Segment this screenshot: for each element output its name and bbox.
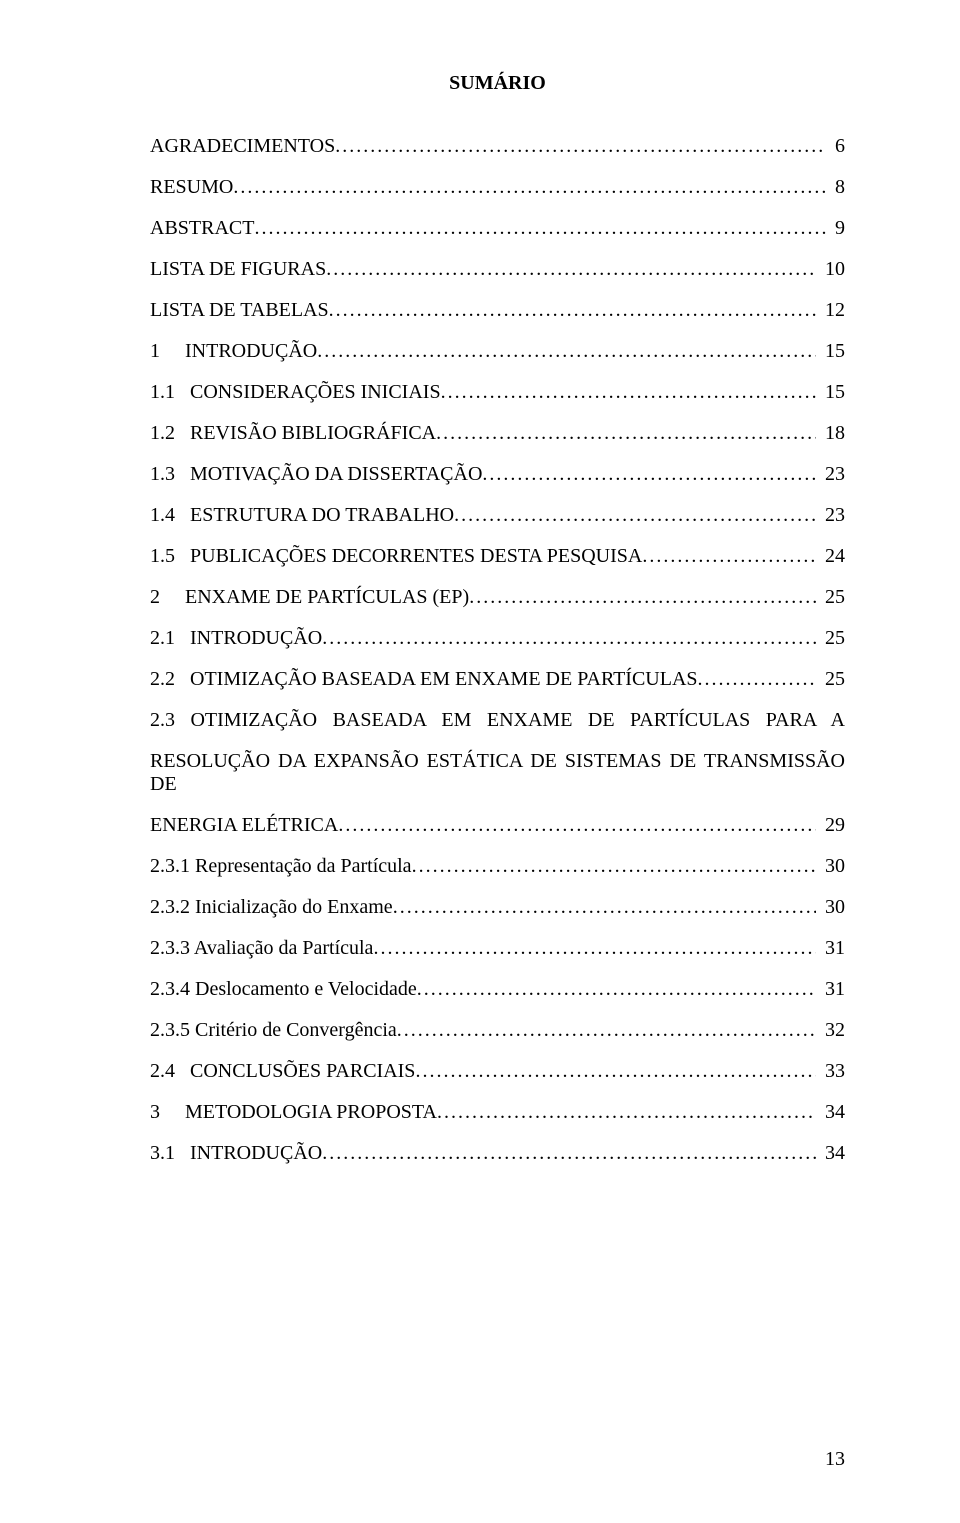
- toc-leader-dots: ........................................…: [436, 422, 816, 445]
- toc-entry-label: 1.5 PUBLICAÇÕES DECORRENTES DESTA PESQUI…: [150, 545, 642, 568]
- toc-entry-page: 33: [816, 1060, 845, 1083]
- toc-leader-dots: ........................................…: [335, 135, 826, 158]
- toc-entry-label: 2.1 INTRODUÇÃO: [150, 627, 322, 650]
- toc-entry: 2.4 CONCLUSÕES PARCIAIS.................…: [150, 1060, 845, 1083]
- toc-entry: RESUMO..................................…: [150, 176, 845, 199]
- toc-entry-page: 18: [816, 422, 845, 445]
- toc-entry: 1 INTRODUÇÃO............................…: [150, 340, 845, 363]
- toc-leader-dots: ........................................…: [338, 814, 816, 837]
- toc-leader-dots: ........................................…: [397, 1019, 816, 1042]
- toc-entry-page: 25: [816, 627, 845, 650]
- toc-entry-page: 34: [816, 1142, 845, 1165]
- toc-entry-page: 15: [816, 340, 845, 363]
- toc-entry: 3.1 INTRODUÇÃO..........................…: [150, 1142, 845, 1165]
- toc-leader-dots: ........................................…: [417, 978, 816, 1001]
- toc-entry: 2.3.3 Avaliação da Partícula............…: [150, 937, 845, 960]
- toc-entry-page: 31: [816, 978, 845, 1001]
- toc-leader-dots: ........................................…: [393, 896, 816, 919]
- toc-entry-page: 30: [816, 896, 845, 919]
- toc-entry-page: 30: [816, 855, 845, 878]
- toc-entry: ENERGIA ELÉTRICA........................…: [150, 814, 845, 837]
- toc-entry-page: 31: [816, 937, 845, 960]
- toc-entry-page: 25: [816, 586, 845, 609]
- toc-entry-label: 1.4 ESTRUTURA DO TRABALHO: [150, 504, 454, 527]
- toc-entry-label: 1.1 CONSIDERAÇÕES INICIAIS: [150, 381, 441, 404]
- toc-entry-page: 10: [816, 258, 845, 281]
- toc-entry: 2.2 OTIMIZAÇÃO BASEADA EM ENXAME DE PART…: [150, 668, 845, 691]
- toc-entry-label: ENERGIA ELÉTRICA: [150, 814, 338, 837]
- toc-entry-page: 23: [816, 504, 845, 527]
- toc-leader-dots: ........................................…: [233, 176, 826, 199]
- toc-leader-dots: ........................................…: [437, 1101, 816, 1124]
- toc-entry: AGRADECIMENTOS..........................…: [150, 135, 845, 158]
- toc-entry-label: 3.1 INTRODUÇÃO: [150, 1142, 322, 1165]
- toc-entry: 2.3.2 Inicialização do Enxame...........…: [150, 896, 845, 919]
- toc-entry-label: AGRADECIMENTOS: [150, 135, 335, 158]
- toc-entry: 2.3.4 Deslocamento e Velocidade.........…: [150, 978, 845, 1001]
- toc-entry-label: 2.4 CONCLUSÕES PARCIAIS: [150, 1060, 415, 1083]
- toc-leader-dots: ........................................…: [322, 627, 816, 650]
- toc-entry-label: LISTA DE FIGURAS: [150, 258, 326, 281]
- page-title: SUMÁRIO: [150, 72, 845, 95]
- toc-entry-label: 2.3.2 Inicialização do Enxame: [150, 896, 393, 919]
- toc-entry-label: 2 ENXAME DE PARTÍCULAS (EP): [150, 586, 469, 609]
- toc-entry-page: 23: [816, 463, 845, 486]
- toc-leader-dots: ........................................…: [441, 381, 816, 404]
- toc-leader-dots: ........................................…: [482, 463, 816, 486]
- toc-leader-dots: ........................................…: [322, 1142, 816, 1165]
- toc-entry-page: 9: [826, 217, 845, 240]
- toc-entry: 2.3.5 Critério de Convergência..........…: [150, 1019, 845, 1042]
- toc-entry: 1.4 ESTRUTURA DO TRABALHO...............…: [150, 504, 845, 527]
- toc-entry-label: 2.3.4 Deslocamento e Velocidade: [150, 978, 417, 1001]
- toc-entry-label: LISTA DE TABELAS: [150, 299, 329, 322]
- toc-leader-dots: ........................................…: [469, 586, 816, 609]
- toc-entry-page: 6: [826, 135, 845, 158]
- toc-entry-label: 3 METODOLOGIA PROPOSTA: [150, 1101, 437, 1124]
- toc-entry: 2 ENXAME DE PARTÍCULAS (EP).............…: [150, 586, 845, 609]
- toc-entry-label: 2.2 OTIMIZAÇÃO BASEADA EM ENXAME DE PART…: [150, 668, 698, 691]
- toc-entry-label: 1 INTRODUÇÃO: [150, 340, 317, 363]
- toc-entry: 1.1 CONSIDERAÇÕES INICIAIS..............…: [150, 381, 845, 404]
- toc-entry: 1.2 REVISÃO BIBLIOGRÁFICA...............…: [150, 422, 845, 445]
- toc-entry-label: 1.2 REVISÃO BIBLIOGRÁFICA: [150, 422, 436, 445]
- toc-entry: 1.5 PUBLICAÇÕES DECORRENTES DESTA PESQUI…: [150, 545, 845, 568]
- toc-leader-dots: ........................................…: [454, 504, 816, 527]
- toc-entry: ABSTRACT................................…: [150, 217, 845, 240]
- toc-entry-page: 34: [816, 1101, 845, 1124]
- toc-entry-page: 29: [816, 814, 845, 837]
- toc-leader-dots: ........................................…: [642, 545, 816, 568]
- toc-entry: 2.1 INTRODUÇÃO..........................…: [150, 627, 845, 650]
- toc-entry-page: 12: [816, 299, 845, 322]
- toc-entry: LISTA DE TABELAS........................…: [150, 299, 845, 322]
- toc-leader-dots: ........................................…: [698, 668, 816, 691]
- toc-wrapped-line: RESOLUÇÃO DA EXPANSÃO ESTÁTICA DE SISTEM…: [150, 750, 845, 796]
- toc-leader-dots: ........................................…: [415, 1060, 816, 1083]
- toc-entry-page: 15: [816, 381, 845, 404]
- toc-entry: 2.3.1 Representação da Partícula........…: [150, 855, 845, 878]
- document-page: SUMÁRIO AGRADECIMENTOS..................…: [0, 0, 960, 1523]
- toc-leader-dots: ........................................…: [373, 937, 816, 960]
- page-number: 13: [825, 1448, 845, 1471]
- toc-wrapped-line: 2.3 OTIMIZAÇÃO BASEADA EM ENXAME DE PART…: [150, 709, 845, 732]
- toc-entry: LISTA DE FIGURAS........................…: [150, 258, 845, 281]
- toc-entry-page: 25: [816, 668, 845, 691]
- toc-container: AGRADECIMENTOS..........................…: [150, 135, 845, 1165]
- toc-entry-label: 2.3.1 Representação da Partícula: [150, 855, 412, 878]
- toc-leader-dots: ........................................…: [254, 217, 826, 240]
- toc-entry-label: 2.3.5 Critério de Convergência: [150, 1019, 397, 1042]
- toc-leader-dots: ........................................…: [329, 299, 816, 322]
- toc-entry-label: 2.3.3 Avaliação da Partícula: [150, 937, 373, 960]
- toc-entry-page: 8: [826, 176, 845, 199]
- toc-leader-dots: ........................................…: [412, 855, 816, 878]
- toc-leader-dots: ........................................…: [326, 258, 816, 281]
- toc-entry: 1.3 MOTIVAÇÃO DA DISSERTAÇÃO............…: [150, 463, 845, 486]
- toc-leader-dots: ........................................…: [317, 340, 816, 363]
- toc-entry-page: 24: [816, 545, 845, 568]
- toc-entry-label: RESUMO: [150, 176, 233, 199]
- toc-entry-page: 32: [816, 1019, 845, 1042]
- toc-entry-label: 1.3 MOTIVAÇÃO DA DISSERTAÇÃO: [150, 463, 482, 486]
- toc-entry: 3 METODOLOGIA PROPOSTA..................…: [150, 1101, 845, 1124]
- toc-entry-label: ABSTRACT: [150, 217, 254, 240]
